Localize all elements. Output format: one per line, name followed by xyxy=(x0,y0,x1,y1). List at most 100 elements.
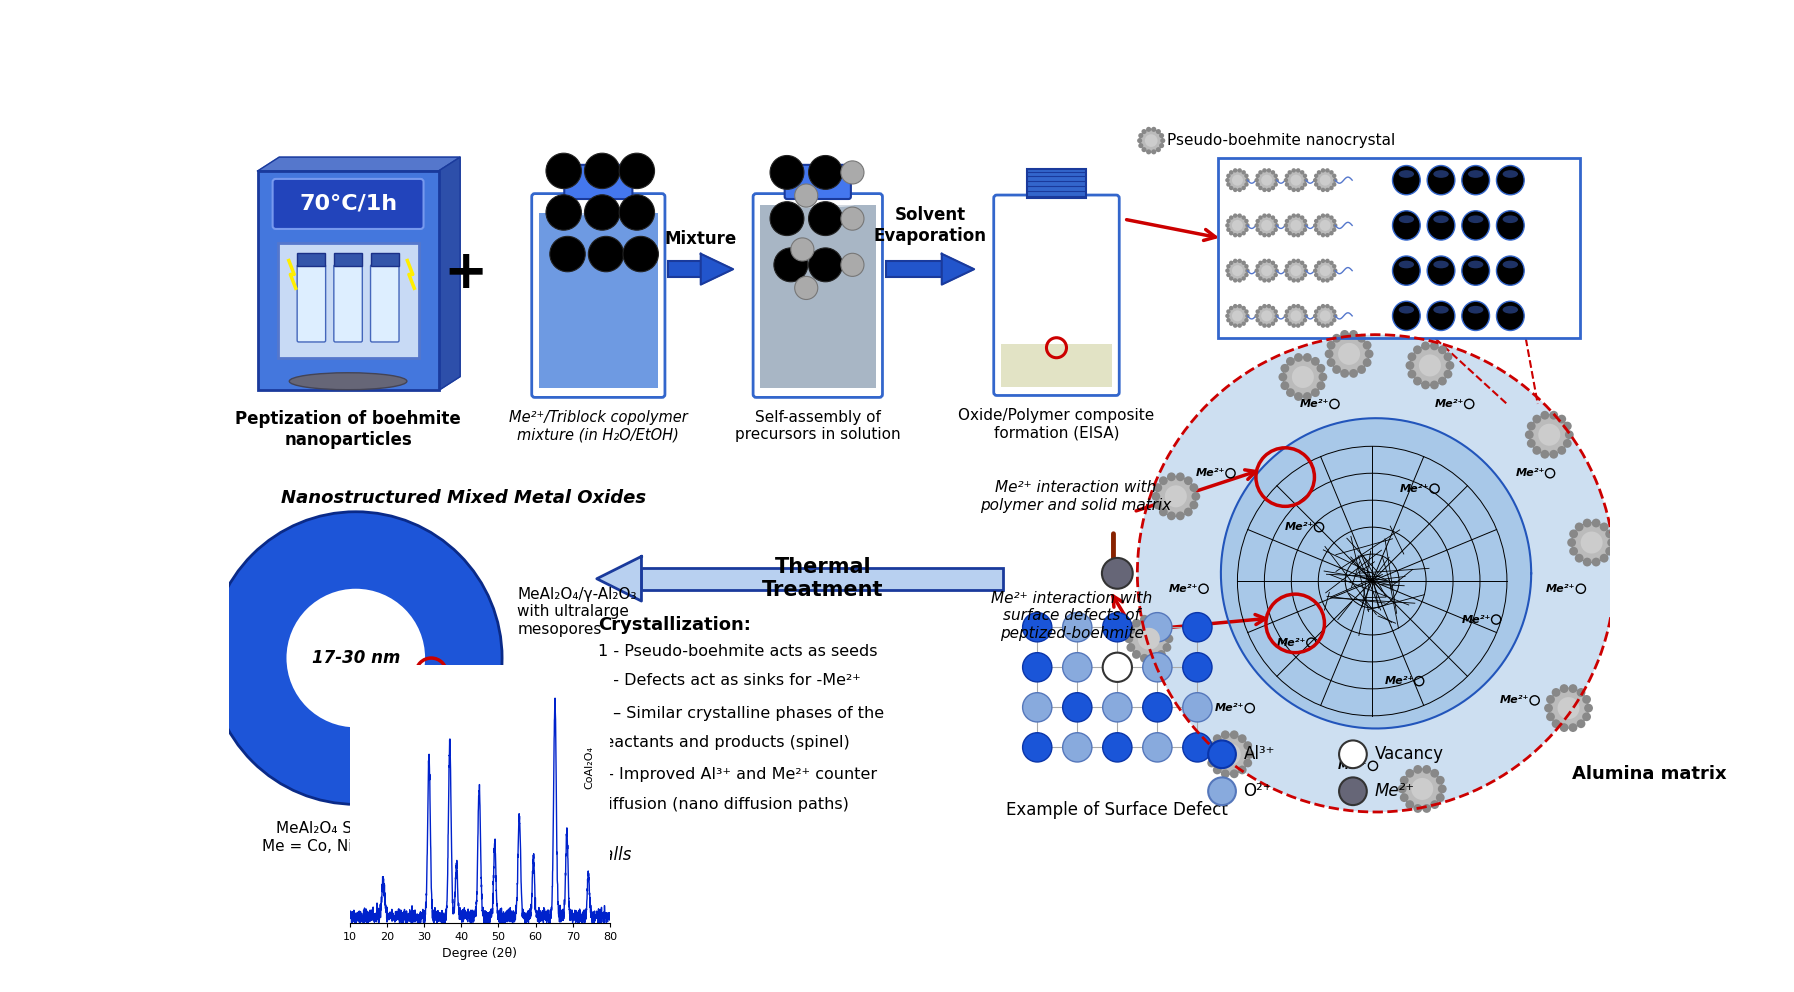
Circle shape xyxy=(1606,530,1615,539)
Circle shape xyxy=(1238,278,1241,283)
Circle shape xyxy=(1320,259,1326,263)
Circle shape xyxy=(1227,264,1231,269)
Circle shape xyxy=(1229,730,1238,739)
Ellipse shape xyxy=(1399,261,1414,268)
Circle shape xyxy=(1263,259,1267,263)
Circle shape xyxy=(1546,695,1555,703)
Circle shape xyxy=(1295,169,1301,173)
Circle shape xyxy=(1295,187,1301,192)
Circle shape xyxy=(1166,512,1175,520)
Ellipse shape xyxy=(1428,166,1455,194)
Circle shape xyxy=(1340,330,1349,339)
Text: Self-assembly of
precursors in solution: Self-assembly of precursors in solution xyxy=(736,410,901,442)
Circle shape xyxy=(1139,654,1148,663)
Circle shape xyxy=(1227,171,1247,190)
Circle shape xyxy=(1527,439,1536,447)
Circle shape xyxy=(1326,341,1335,349)
Circle shape xyxy=(1286,388,1295,397)
Circle shape xyxy=(1295,213,1301,218)
Ellipse shape xyxy=(1143,613,1171,642)
Circle shape xyxy=(1568,684,1577,693)
Circle shape xyxy=(809,156,843,189)
Ellipse shape xyxy=(1338,778,1367,806)
Circle shape xyxy=(1333,334,1340,342)
Circle shape xyxy=(1288,306,1292,310)
Circle shape xyxy=(1229,186,1234,190)
Circle shape xyxy=(1437,785,1446,794)
Ellipse shape xyxy=(1399,306,1414,313)
Circle shape xyxy=(1365,349,1374,358)
Circle shape xyxy=(1258,231,1263,235)
Circle shape xyxy=(1285,219,1290,223)
Text: Me²⁺: Me²⁺ xyxy=(1385,677,1414,686)
Circle shape xyxy=(809,248,843,282)
Text: Thermal
Treatment: Thermal Treatment xyxy=(762,558,883,600)
Circle shape xyxy=(1430,341,1439,350)
Circle shape xyxy=(1329,215,1333,220)
Circle shape xyxy=(1557,697,1579,719)
Circle shape xyxy=(1414,765,1423,774)
Circle shape xyxy=(1270,186,1276,190)
Circle shape xyxy=(1525,431,1534,439)
Circle shape xyxy=(1254,269,1259,273)
FancyBboxPatch shape xyxy=(565,165,633,199)
Circle shape xyxy=(1439,345,1446,354)
Ellipse shape xyxy=(1207,740,1236,768)
Ellipse shape xyxy=(1467,171,1484,178)
Ellipse shape xyxy=(1392,166,1421,194)
Circle shape xyxy=(1159,476,1168,485)
Circle shape xyxy=(1229,215,1234,220)
Circle shape xyxy=(1127,643,1136,652)
Ellipse shape xyxy=(1503,171,1518,178)
Circle shape xyxy=(1320,187,1326,192)
Circle shape xyxy=(1410,345,1450,386)
Circle shape xyxy=(1331,227,1337,232)
Circle shape xyxy=(1232,278,1238,283)
Circle shape xyxy=(1320,233,1326,237)
Circle shape xyxy=(1326,358,1335,367)
Bar xyxy=(1001,344,1112,387)
Circle shape xyxy=(1582,695,1591,703)
Bar xyxy=(1026,169,1087,198)
Ellipse shape xyxy=(1496,256,1525,286)
Circle shape xyxy=(1446,361,1455,370)
Circle shape xyxy=(1295,304,1301,309)
Circle shape xyxy=(1227,310,1231,313)
Circle shape xyxy=(1281,364,1290,373)
Circle shape xyxy=(1537,424,1561,445)
Ellipse shape xyxy=(1467,306,1484,313)
Circle shape xyxy=(791,238,814,261)
Circle shape xyxy=(1245,313,1250,318)
Circle shape xyxy=(1419,354,1441,376)
Circle shape xyxy=(1227,174,1231,178)
Circle shape xyxy=(1295,323,1301,327)
Text: Pseudo-boehmite nanocrystal: Pseudo-boehmite nanocrystal xyxy=(1166,133,1396,148)
Circle shape xyxy=(1229,261,1234,265)
Circle shape xyxy=(1154,483,1163,492)
Circle shape xyxy=(1254,313,1259,318)
Circle shape xyxy=(1313,219,1319,223)
Text: Me²⁺: Me²⁺ xyxy=(1374,783,1414,801)
Circle shape xyxy=(795,184,818,207)
Circle shape xyxy=(1285,269,1288,273)
Circle shape xyxy=(1582,558,1591,566)
Circle shape xyxy=(1293,353,1302,362)
Circle shape xyxy=(1541,411,1550,420)
Circle shape xyxy=(1301,231,1304,235)
Text: Crystalline walls: Crystalline walls xyxy=(495,846,631,864)
Text: Me²⁺: Me²⁺ xyxy=(1299,399,1329,409)
Circle shape xyxy=(1232,175,1243,186)
Ellipse shape xyxy=(1143,692,1171,722)
Circle shape xyxy=(1302,273,1308,277)
Circle shape xyxy=(1317,231,1320,235)
Circle shape xyxy=(1137,133,1143,138)
Circle shape xyxy=(1304,223,1308,227)
Circle shape xyxy=(1258,186,1263,190)
Circle shape xyxy=(1315,171,1335,190)
Circle shape xyxy=(1317,261,1320,265)
Circle shape xyxy=(1292,278,1295,283)
Circle shape xyxy=(1152,492,1161,501)
Circle shape xyxy=(1430,381,1439,390)
Circle shape xyxy=(1148,615,1157,624)
Circle shape xyxy=(1267,323,1272,327)
